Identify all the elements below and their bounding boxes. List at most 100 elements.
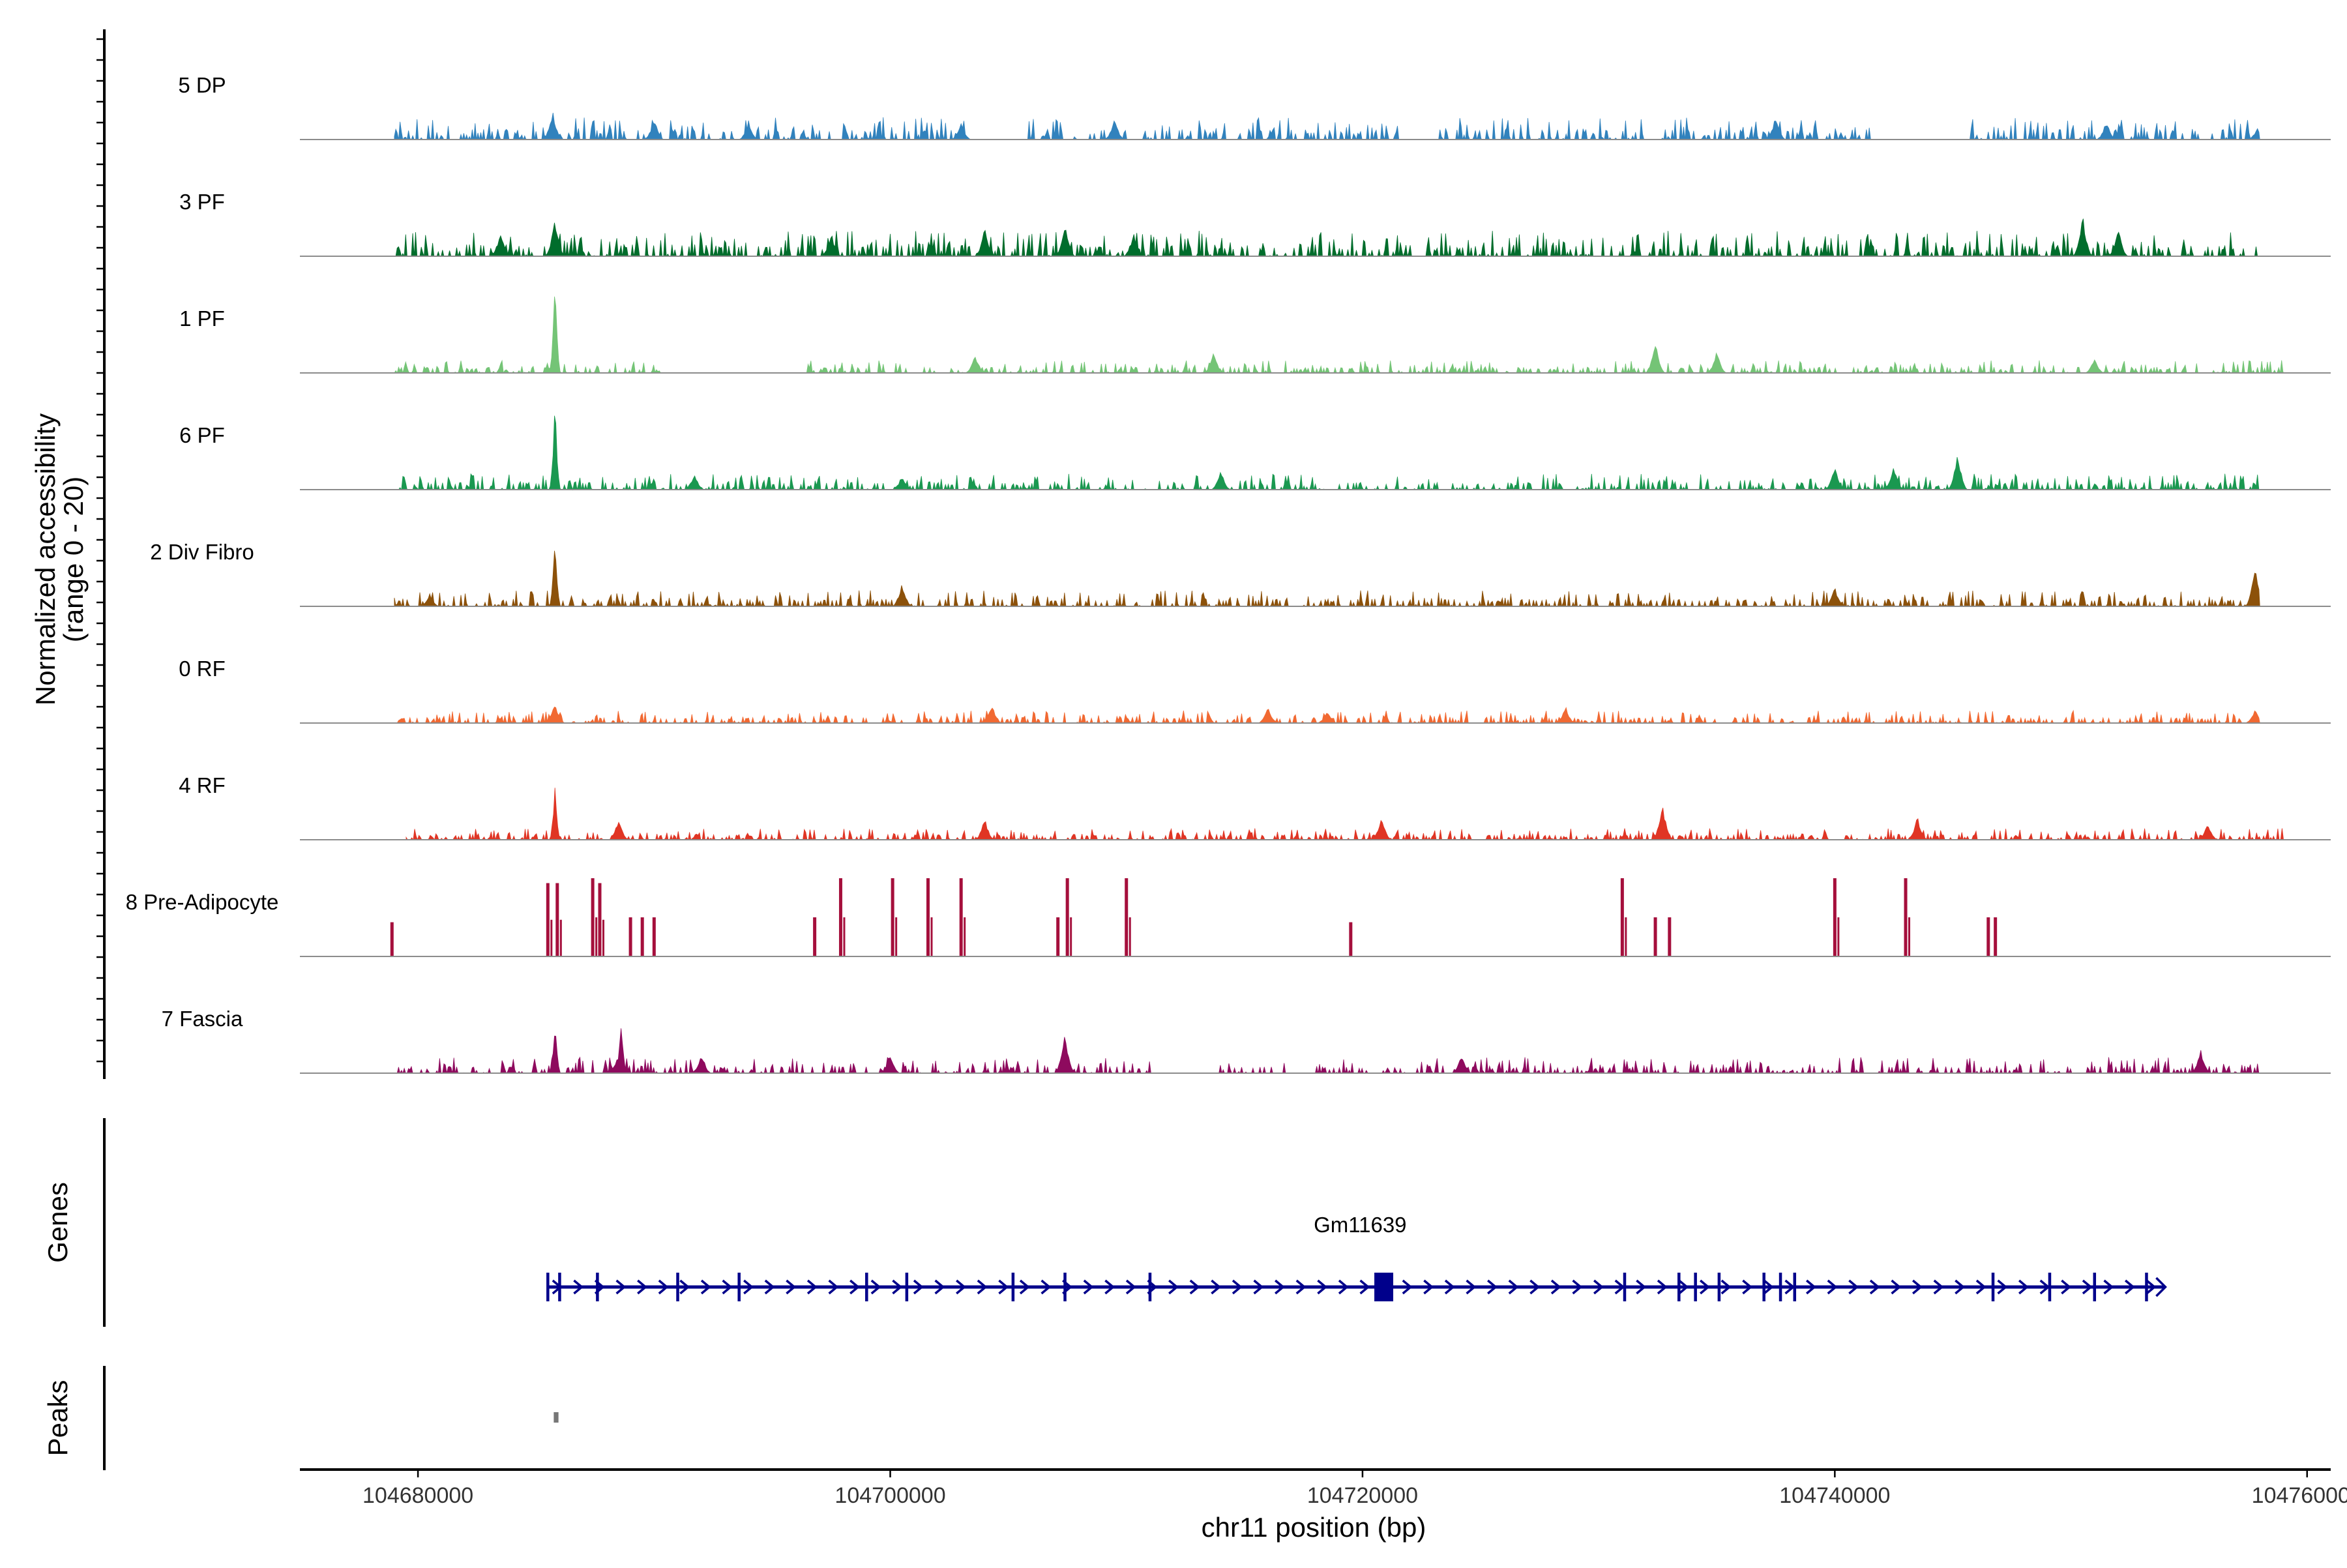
coverage-spike (546, 883, 550, 956)
track-6: 4 RF (179, 773, 2331, 841)
gene-name-label: Gm11639 (1314, 1213, 1406, 1237)
track-label: 6 PF (179, 423, 225, 447)
strand-chevron (2103, 1279, 2114, 1295)
x-tick-label: 104680000 (362, 1483, 473, 1508)
strand-chevron (1253, 1279, 1264, 1295)
strand-chevron (1232, 1279, 1243, 1295)
strand-chevron (1125, 1279, 1136, 1295)
x-tick-label: 104700000 (834, 1483, 945, 1508)
coverage-spike (1125, 878, 1129, 956)
strand-chevron (2146, 1279, 2157, 1295)
x-axis-ticks: 104680000 104700000 104720000 104740000 1047… (362, 1470, 2347, 1508)
x-axis-title: chr11 position (bp) (1202, 1512, 1426, 1543)
strand-chevron (658, 1279, 669, 1295)
strand-chevron (1720, 1279, 1732, 1295)
coverage-spike (964, 917, 966, 956)
strand-chevron (1275, 1279, 1285, 1295)
strand-chevron (1550, 1279, 1561, 1295)
strand-chevron (998, 1279, 1009, 1295)
coverage-y-ticks (96, 38, 104, 1063)
peaks-track (554, 1412, 559, 1423)
strand-chevron (573, 1279, 584, 1295)
coverage-spike (895, 917, 898, 956)
strand-chevron (1104, 1279, 1115, 1295)
strand-chevron (1636, 1279, 1647, 1295)
strand-chevron (1402, 1279, 1413, 1295)
strand-chevron (956, 1279, 966, 1295)
strand-chevron (1444, 1279, 1455, 1295)
coverage-spike (1625, 917, 1627, 956)
track-7: 8 Pre-Adipocyte (126, 878, 2331, 957)
coverage-spike (598, 883, 602, 956)
strand-chevron (892, 1279, 903, 1295)
coverage-area (406, 788, 2284, 841)
coverage-spike (1070, 917, 1072, 956)
track-label: 3 PF (179, 190, 225, 214)
strand-chevron (913, 1279, 924, 1295)
x-tick-label: 104720000 (1307, 1483, 1418, 1508)
coverage-spike (652, 917, 656, 956)
strand-chevron (1189, 1279, 1200, 1295)
coverage-spike (1065, 878, 1069, 956)
peak-region (554, 1412, 559, 1423)
strand-chevron (2125, 1279, 2135, 1295)
strand-chevron (1338, 1279, 1349, 1295)
track-label: 5 DP (178, 73, 226, 97)
strand-chevron (637, 1279, 647, 1295)
coverage-spike (843, 917, 846, 956)
coverage-spike (595, 917, 598, 956)
strand-chevron (1019, 1279, 1030, 1295)
track-label: 0 RF (179, 657, 226, 681)
strand-chevron (2155, 1277, 2167, 1297)
coverage-spike (555, 883, 559, 956)
coverage-area (394, 1028, 2260, 1074)
peaks-panel-title: Peaks (42, 1380, 73, 1457)
strand-chevron (1508, 1279, 1519, 1295)
coverage-spike (1653, 917, 1657, 956)
track-label: 7 Fascia (162, 1007, 243, 1031)
strand-chevron (1295, 1279, 1306, 1295)
strand-chevron (615, 1279, 627, 1295)
coverage-spike (959, 878, 963, 956)
coverage-area (394, 550, 2260, 608)
track-label: 8 Pre-Adipocyte (126, 890, 279, 914)
coverage-spike (1129, 917, 1131, 956)
coverage-spike (1668, 917, 1672, 956)
coverage-spike (1908, 917, 1911, 956)
strand-chevron (1891, 1279, 1902, 1295)
strand-chevron (1700, 1279, 1710, 1295)
strand-chevron (786, 1279, 797, 1295)
coverage-spike (813, 917, 817, 956)
track-label: 4 RF (179, 773, 226, 797)
x-tick-label: 104740000 (1779, 1483, 1890, 1508)
strand-chevron (1742, 1279, 1753, 1295)
coverage-area (394, 706, 2260, 724)
coverage-spike (559, 919, 562, 956)
gene-track: Gm11639 (546, 1213, 2167, 1301)
coverage-spike (1986, 917, 1990, 956)
genes-panel-title: Genes (42, 1182, 73, 1263)
strand-chevron (1211, 1279, 1222, 1295)
coverage-spike (1620, 878, 1624, 956)
strand-chevron (679, 1279, 690, 1295)
strand-chevron (2082, 1279, 2093, 1295)
strand-chevron (1827, 1279, 1838, 1295)
strand-chevron (1763, 1279, 1774, 1295)
coverage-spike (1837, 917, 1840, 956)
strand-chevron (1975, 1279, 1986, 1295)
coverage-spike (591, 878, 595, 956)
strand-chevron (1848, 1279, 1859, 1295)
y-axis-title-line2: (range 0 - 20) (58, 477, 89, 642)
strand-chevron (806, 1279, 818, 1295)
strand-chevron (1912, 1279, 1923, 1295)
y-axis-title-line1: Normalized accessibility (30, 413, 61, 705)
coverage-spike (926, 878, 930, 956)
strand-chevron (1529, 1279, 1541, 1295)
strand-chevron (1678, 1279, 1689, 1295)
track-label: 2 Div Fibro (150, 540, 254, 564)
strand-chevron (1466, 1279, 1477, 1295)
coverage-area (394, 296, 2284, 374)
strand-chevron (977, 1279, 988, 1295)
